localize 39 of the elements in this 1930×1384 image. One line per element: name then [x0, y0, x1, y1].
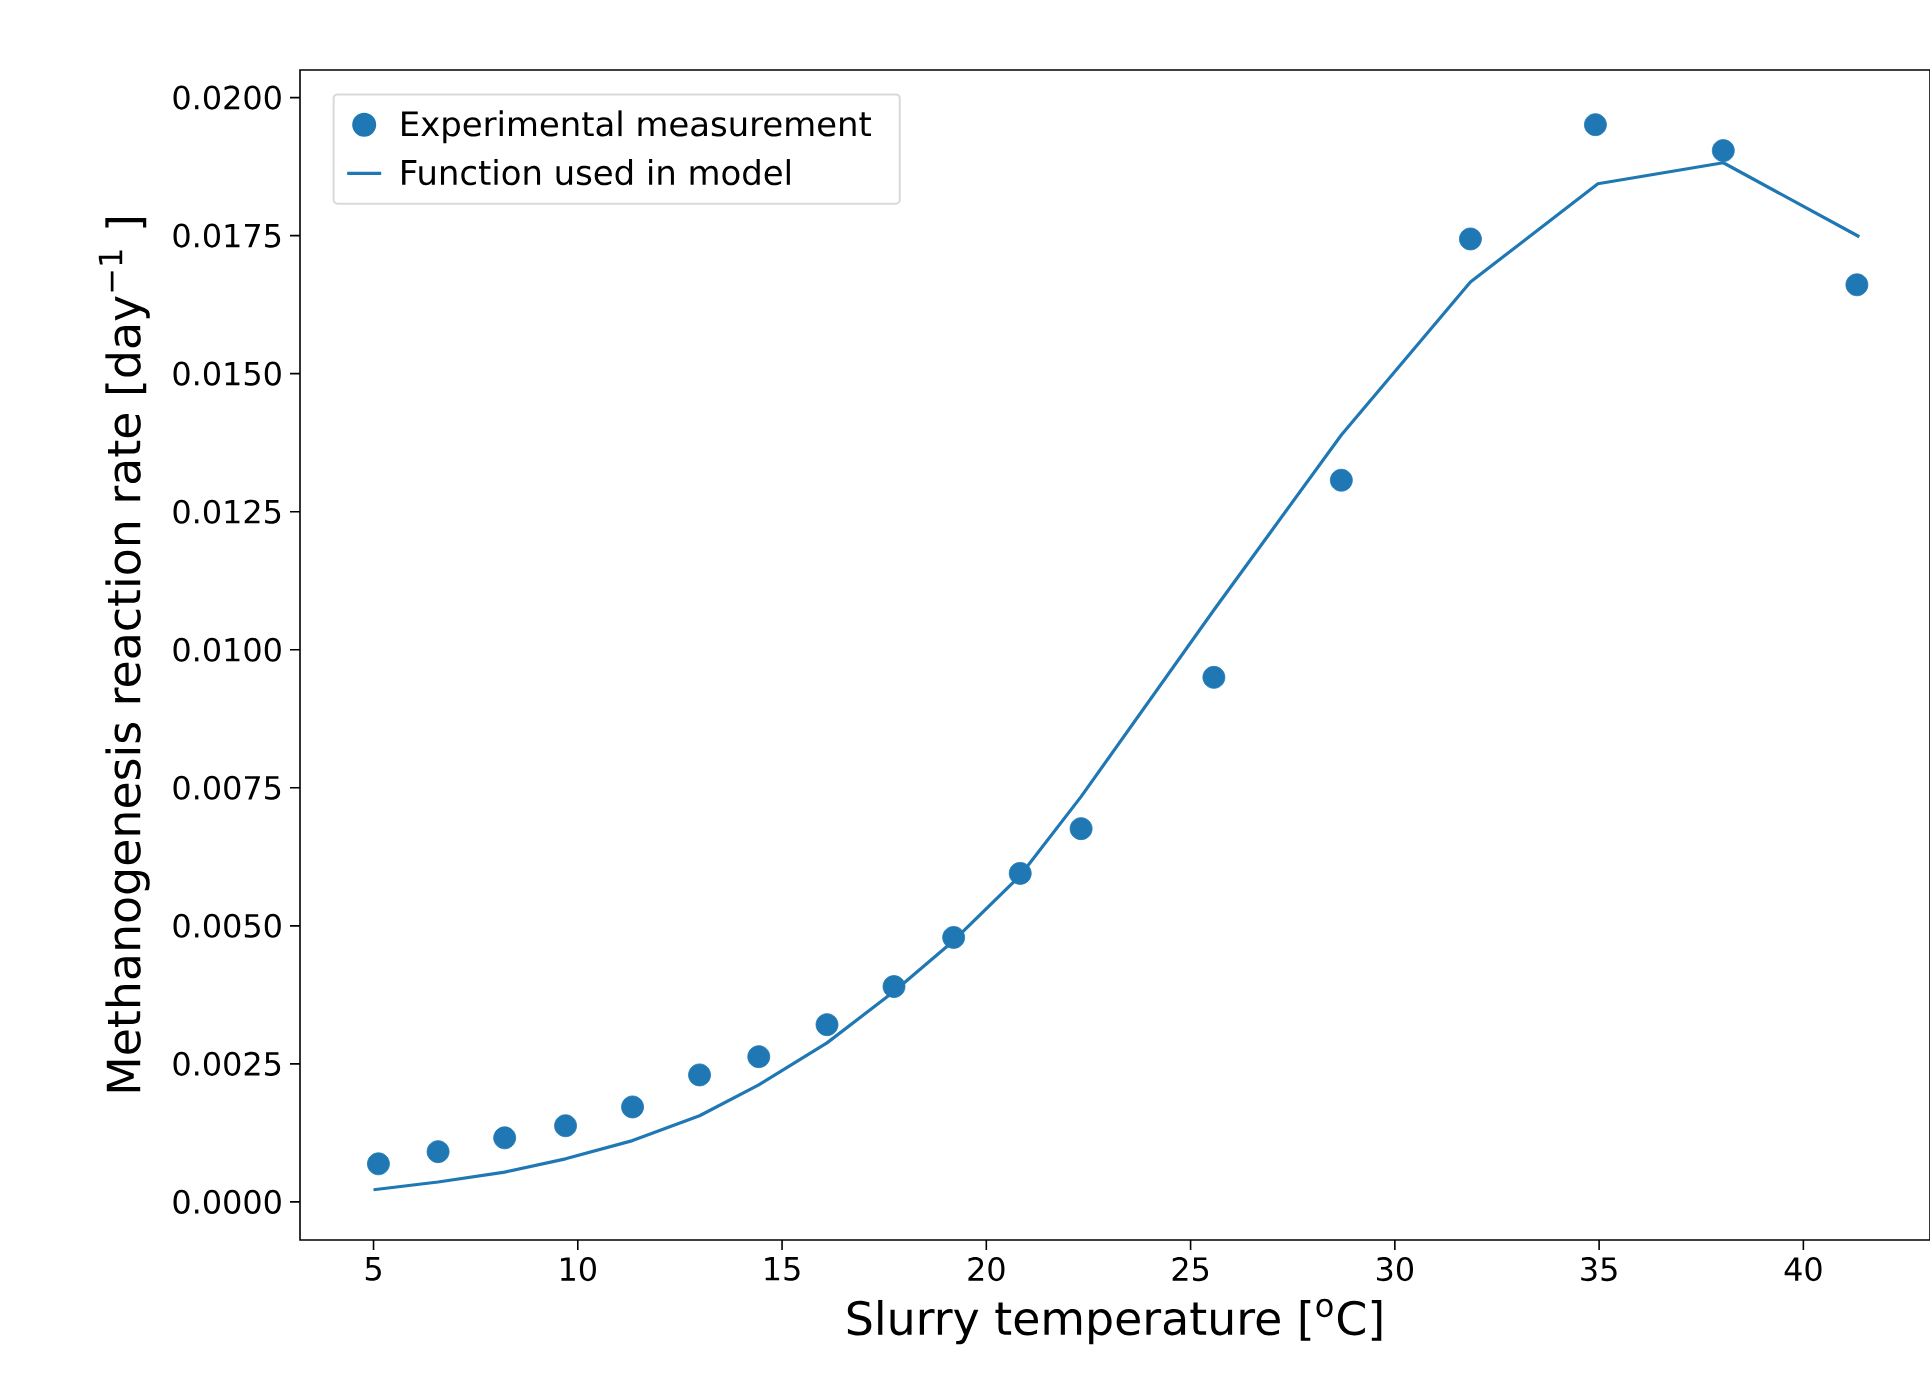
- point: [1711, 139, 1735, 163]
- point: [493, 1126, 517, 1150]
- point: [426, 1140, 450, 1164]
- legend-label: Function used in model: [402, 159, 790, 186]
- x-tick-label: 35: [1581, 1257, 1617, 1282]
- y-tick-label: 0.0000: [173, 1189, 281, 1214]
- point: [1584, 113, 1607, 137]
- y-tick-label: 0.0175: [173, 223, 281, 248]
- x-tick-label: 10: [561, 1257, 596, 1282]
- y-tick-label: 0.0150: [173, 361, 281, 386]
- point: [747, 1045, 771, 1069]
- y-axis-title: Methanogenesis reaction rate [day$^{−1}$ ]: [98, 218, 150, 1092]
- point: [554, 1114, 577, 1138]
- x-tick-label: 40: [1784, 1257, 1822, 1282]
- x-tick-label: 25: [1172, 1257, 1209, 1282]
- y-tick-label: 0.0075: [173, 775, 281, 800]
- point: [1069, 817, 1093, 841]
- legend-label: Experimental measurement: [402, 110, 871, 144]
- x-tick-label: 15: [765, 1257, 800, 1281]
- point: [1845, 273, 1869, 297]
- x-axis-title: Slurry temperature [$^{o}$C]: [847, 1298, 1382, 1345]
- point: [815, 1013, 839, 1037]
- y-tick-label: 0.0125: [173, 499, 281, 524]
- point: [1459, 227, 1482, 251]
- y-tick-label: 0.0100: [173, 637, 281, 662]
- x-tick-label: 20: [968, 1257, 1005, 1282]
- point: [621, 1095, 644, 1119]
- point: [688, 1063, 711, 1087]
- x-tick-label: 5: [365, 1257, 381, 1281]
- point: [942, 926, 966, 949]
- point: [1008, 861, 1032, 885]
- y-tick-label: 0.0025: [173, 1051, 281, 1076]
- point: [1329, 468, 1353, 492]
- point: [882, 975, 906, 998]
- x-tick-label: 30: [1377, 1257, 1413, 1282]
- point: [1202, 665, 1226, 689]
- point: [367, 1152, 390, 1176]
- y-tick-label: 0.0200: [173, 85, 281, 110]
- y-tick-label: 0.0050: [173, 913, 281, 938]
